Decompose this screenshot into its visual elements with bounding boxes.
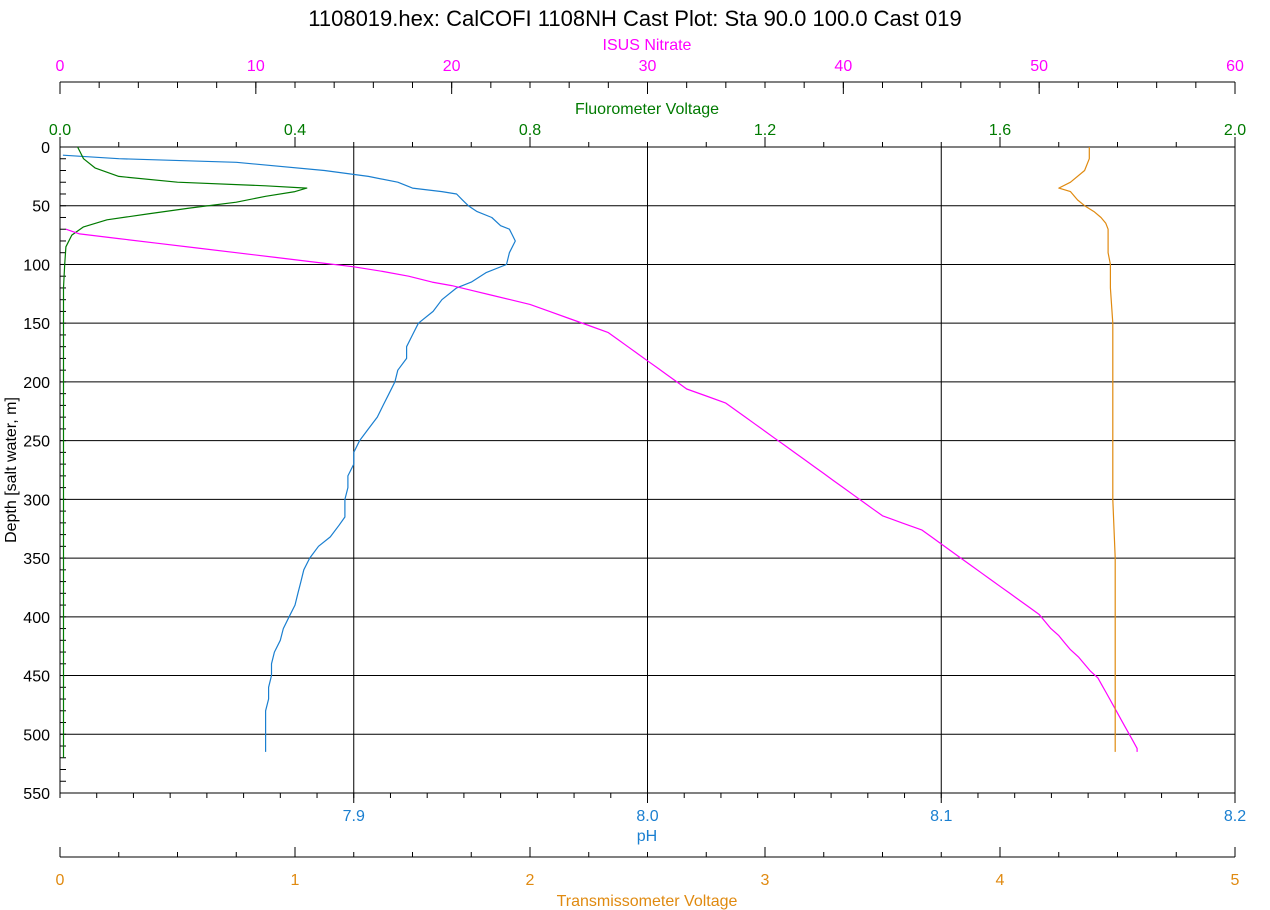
- ph-tick-label: 8.1: [930, 808, 952, 825]
- chart-title: 1108019.hex: CalCOFI 1108NH Cast Plot: S…: [308, 6, 961, 31]
- trans-tick-label: 3: [761, 872, 770, 889]
- nitrate-tick-label: 0: [56, 58, 65, 75]
- nitrate-tick-label: 40: [834, 58, 852, 75]
- depth-tick-label: 300: [23, 492, 50, 509]
- trans-tick-label: 4: [996, 872, 1005, 889]
- series: [62, 146, 1138, 758]
- series-line-ph: [62, 154, 516, 752]
- ph-tick-label: 7.9: [343, 808, 365, 825]
- trans-axis-label: Transmissometer Voltage: [557, 893, 738, 910]
- depth-tick-label: 200: [23, 375, 50, 392]
- depth-tick-label: 450: [23, 669, 50, 686]
- series-line-trans: [1058, 147, 1116, 752]
- nitrate-tick-label: 60: [1226, 58, 1244, 75]
- depth-tick-label: 100: [23, 257, 50, 274]
- trans-tick-label: 0: [56, 872, 65, 889]
- trans-tick-label: 5: [1231, 872, 1240, 889]
- nitrate-tick-label: 30: [639, 58, 657, 75]
- ph-tick-label: 8.2: [1224, 808, 1246, 825]
- nitrate-tick-label: 10: [247, 58, 265, 75]
- series-line-fluor: [62, 146, 308, 758]
- fluor-tick-label: 0.4: [284, 122, 306, 139]
- trans-tick-label: 1: [291, 872, 300, 889]
- depth-tick-label: 0: [41, 140, 50, 157]
- fluor-tick-label: 2.0: [1224, 122, 1246, 139]
- depth-tick-label: 250: [23, 434, 50, 451]
- fluor-tick-label: 1.2: [754, 122, 776, 139]
- ph-tick-label: 8.0: [636, 808, 658, 825]
- depth-tick-label: 150: [23, 316, 50, 333]
- depth-tick-label: 350: [23, 551, 50, 568]
- series-line-nitrate: [65, 228, 1138, 752]
- y-axis-label: Depth [salt water, m]: [3, 397, 20, 543]
- grid: [60, 146, 1236, 794]
- nitrate-tick-label: 50: [1030, 58, 1048, 75]
- fluor-tick-label: 0.0: [49, 122, 71, 139]
- depth-tick-label: 400: [23, 610, 50, 627]
- depth-tick-label: 50: [32, 199, 50, 216]
- nitrate-tick-label: 20: [443, 58, 461, 75]
- depth-tick-label: 500: [23, 727, 50, 744]
- fluor-tick-label: 0.8: [519, 122, 541, 139]
- depth-tick-label: 550: [23, 786, 50, 803]
- ph-axis-label: pH: [637, 828, 657, 845]
- trans-tick-label: 2: [526, 872, 535, 889]
- fluor-axis-label: Fluorometer Voltage: [575, 101, 719, 118]
- fluor-tick-label: 1.6: [989, 122, 1011, 139]
- nitrate-axis-label: ISUS Nitrate: [603, 37, 692, 54]
